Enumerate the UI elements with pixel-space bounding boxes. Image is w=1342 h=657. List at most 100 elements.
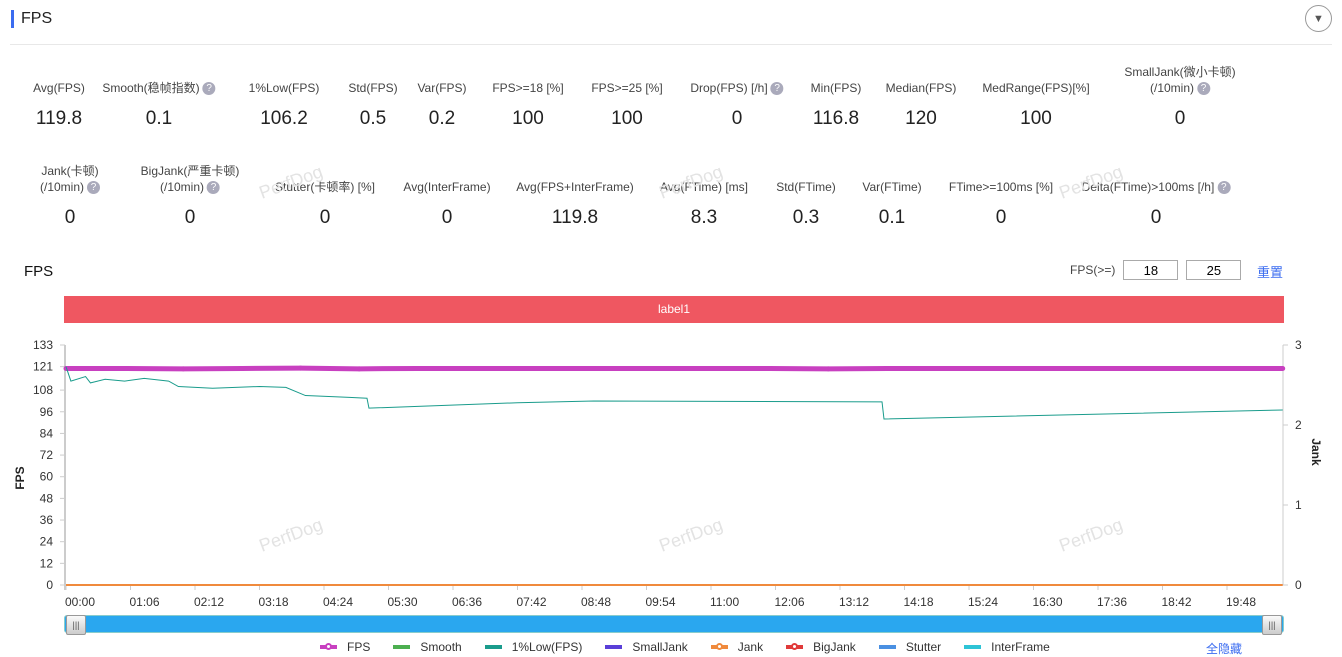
fps-point <box>1177 365 1183 371</box>
metric-label: Drop(FPS) [/h]? <box>690 64 784 96</box>
fps-point <box>1118 365 1124 371</box>
metric-5: Avg(FTime) [ms] 8.3 <box>660 163 748 229</box>
legend-item[interactable]: BigJank <box>786 640 856 654</box>
fps-point <box>591 365 597 371</box>
y-tick-label: 24 <box>40 535 54 549</box>
label-band[interactable]: label1 <box>64 296 1284 323</box>
fps-point <box>298 365 304 371</box>
threshold-input-1[interactable] <box>1123 260 1179 280</box>
hide-all-button[interactable]: 全隐藏 <box>1206 642 1243 656</box>
x-tick-label: 12:06 <box>775 595 805 609</box>
help-icon[interactable]: ? <box>202 82 216 96</box>
metric-4: Avg(FPS+InterFrame) 119.8 <box>516 163 633 229</box>
section-title: FPS <box>21 10 53 27</box>
slider-handle-right[interactable]: ||| <box>1262 615 1282 635</box>
fps-point <box>1280 365 1286 371</box>
metric-value: 0 <box>1174 108 1186 129</box>
metric-9: Median(FPS) 120 <box>886 64 957 130</box>
metric-value: 100 <box>1020 108 1052 129</box>
x-tick-label: 16:30 <box>1033 595 1063 609</box>
metric-value: 119.8 <box>35 108 83 129</box>
metric-2: Stutter(卡顿率) [%] 0 <box>275 163 375 229</box>
x-tick-label: 13:12 <box>839 595 869 609</box>
metric-value: 0 <box>441 207 453 228</box>
x-tick-label: 18:42 <box>1162 595 1192 609</box>
metric-value: 0 <box>319 207 331 228</box>
metric-label: BigJank(严重卡顿) (/10min)? <box>140 164 240 195</box>
metric-2: 1%Low(FPS) 106.2 <box>249 64 320 130</box>
x-tick-label: 05:30 <box>388 595 418 609</box>
help-icon[interactable]: ? <box>770 82 784 96</box>
help-icon[interactable]: ? <box>1197 82 1211 96</box>
metric-3: Std(FPS) 0.5 <box>348 64 397 130</box>
legend-swatch <box>484 645 502 649</box>
fps-point <box>884 365 890 371</box>
legend-item[interactable]: SmallJank <box>605 640 688 654</box>
x-tick-label: 17:36 <box>1097 595 1127 609</box>
metric-4: Var(FPS) 0.2 <box>417 64 466 130</box>
collapse-button[interactable]: ▼ <box>1305 5 1332 32</box>
help-icon[interactable]: ? <box>1217 181 1231 195</box>
metric-label: Median(FPS) <box>885 81 957 95</box>
metric-label: SmallJank(微小卡顿) (/10min)? <box>1124 65 1236 96</box>
metric-label: FPS>=18 [%] <box>492 81 564 95</box>
threshold-input-2[interactable] <box>1186 260 1242 280</box>
metric-label: Avg(FTime) [ms] <box>659 180 749 194</box>
metric-label: MedRange(FPS)[%] <box>982 81 1090 95</box>
section-header: FPS ▼ <box>10 5 1332 45</box>
metric-1: Smooth(稳帧指数)? 0.1 <box>102 64 216 130</box>
series-1-low-fps- <box>65 366 1283 420</box>
metric-value: 116.8 <box>812 108 860 129</box>
y-tick-label: 48 <box>40 491 54 505</box>
fps-point <box>122 365 128 371</box>
legend-item[interactable]: InterFrame <box>964 640 1050 654</box>
metric-value: 8.3 <box>690 207 718 228</box>
y-tick-label: 12 <box>40 556 54 570</box>
fps-threshold-label: FPS(>=) <box>1070 263 1116 277</box>
metric-value: 0 <box>64 207 76 228</box>
x-tick-label: 15:24 <box>968 595 998 609</box>
metric-label: Var(FTime) <box>862 180 922 194</box>
y-tick-label: 60 <box>40 470 54 484</box>
legend-swatch <box>710 643 728 650</box>
zoom-slider[interactable]: ||| ||| <box>64 615 1284 635</box>
x-tick-label: 08:48 <box>581 595 611 609</box>
help-icon[interactable]: ? <box>207 181 220 195</box>
legend-item[interactable]: Stutter <box>878 640 941 654</box>
legend-item[interactable]: FPS <box>320 640 370 654</box>
legend-item[interactable]: Smooth <box>393 640 462 654</box>
x-tick-label: 00:00 <box>65 595 95 609</box>
legend-item[interactable]: 1%Low(FPS) <box>484 640 583 654</box>
metric-11: SmallJank(微小卡顿) (/10min)? 0 <box>1124 64 1235 130</box>
y-tick-label: 84 <box>40 426 54 440</box>
y2-tick-label: 2 <box>1295 418 1302 432</box>
y-tick-label: 96 <box>40 405 54 419</box>
metric-value: 0.1 <box>145 108 173 129</box>
metric-3: Avg(InterFrame) 0 <box>403 163 490 229</box>
metric-0: Avg(FPS) 119.8 <box>33 64 85 130</box>
metric-6: Std(FTime) 0.3 <box>776 163 836 229</box>
metric-label: Std(FPS) <box>348 81 398 95</box>
y-tick-label: 108 <box>33 383 53 397</box>
slider-handle-left[interactable]: ||| <box>66 615 86 635</box>
metric-0: Jank(卡顿) (/10min)? 0 <box>40 163 101 229</box>
metric-10: MedRange(FPS)[%] 100 <box>982 64 1089 130</box>
legend-item[interactable]: Jank <box>710 640 763 654</box>
y2-tick-label: 3 <box>1295 338 1302 352</box>
metric-label: Smooth(稳帧指数)? <box>102 64 216 96</box>
fps-point <box>943 365 949 371</box>
reset-button[interactable]: 重置 <box>1257 265 1284 280</box>
metric-9: Delta(FTime)>100ms [/h]? 0 <box>1082 163 1231 229</box>
metric-value: 100 <box>512 108 544 129</box>
x-tick-label: 01:06 <box>130 595 160 609</box>
legend-label: SmallJank <box>632 640 688 654</box>
y-tick-label: 72 <box>40 448 54 462</box>
fps-point <box>415 365 421 371</box>
accent-bar <box>11 10 14 28</box>
metric-label: Std(FTime) <box>776 180 836 194</box>
help-icon[interactable]: ? <box>87 181 101 195</box>
legend-swatch <box>320 643 337 650</box>
metric-value: 0.3 <box>792 207 820 228</box>
legend-label: 1%Low(FPS) <box>511 640 583 654</box>
